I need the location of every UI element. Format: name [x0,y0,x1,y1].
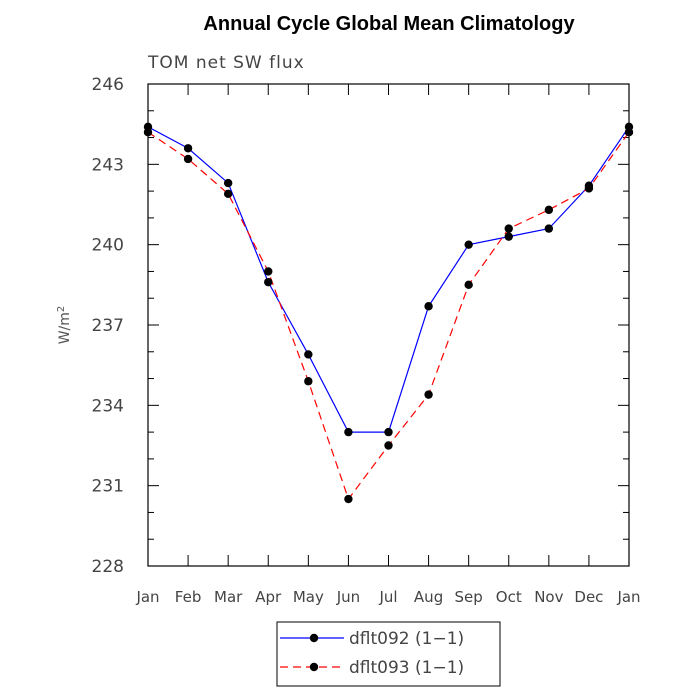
legend-label-2: dflt093 (1−1) [349,658,464,678]
x-tick-label: Jan [616,588,640,606]
data-point-series-1 [304,350,313,359]
y-tick-label: 246 [92,75,124,95]
data-point-series-2 [143,128,153,137]
data-point-series-2 [584,184,594,193]
data-point-series-1 [183,144,193,153]
data-point-series-1 [344,427,353,437]
data-point-series-2 [264,267,273,276]
data-point-series-2 [504,224,513,233]
plot-axes: 228 231 234 237 240 243 246 Jan Feb Mar Apr May Jun J… [92,75,641,606]
legend-label-1: dflt092 (1−1) [349,629,464,649]
y-tick-label: 240 [92,236,124,256]
data-point-series-1 [464,240,473,249]
legend: dflt092 (1−1) dflt093 (1−1) [276,621,501,687]
plot-frame [147,83,630,567]
data-point-series-2 [223,189,233,198]
x-tick-label: Jul [378,588,397,606]
data-point-series-2 [624,128,634,137]
x-tick-label: May [293,588,324,606]
y-tick-label: 234 [92,396,124,416]
data-point-series-2 [183,154,193,164]
x-tick-label: Mar [214,588,243,606]
x-tick-label: Jan [135,588,159,606]
data-point-series-2 [424,390,433,399]
y-tick-label: 228 [92,557,124,577]
chart-subtitle: TOM net SW flux [147,53,305,73]
y-axis-label: W/m2 [56,306,74,345]
series-line-1 [147,126,630,433]
y-tick-label: 237 [92,316,124,336]
data-point-series-1 [384,427,393,437]
data-point-series-1 [504,232,513,241]
y-tick-label: 231 [92,477,124,497]
chart-title: Annual Cycle Global Mean Climatology [203,13,575,35]
x-tick-label: Dec [574,588,603,606]
y-axis-label-superscript: 2 [56,306,67,312]
data-point-series-1 [264,277,273,287]
data-point-series-2 [344,494,353,504]
legend-box [276,621,501,687]
x-tick-label: Aug [414,588,443,606]
x-tick-label: Apr [255,588,282,606]
data-point-series-2 [384,441,393,450]
x-tick-label: Feb [175,588,202,606]
x-tick-label: Nov [534,588,563,606]
data-point-series-1 [424,302,433,311]
legend-marker-2 [309,662,319,672]
x-tick-label: Sep [455,588,483,606]
x-tick-label: Oct [496,588,522,606]
data-point-series-2 [544,205,554,215]
y-axis-label-text: W/m [57,312,73,344]
data-point-series-1 [544,224,554,233]
data-point-series-1 [223,178,233,188]
x-tick-label: Jun [336,588,360,606]
svg-text:W/m2: W/m2 [56,306,74,345]
data-point-series-2 [304,377,313,386]
series-layer [143,122,634,504]
data-point-series-2 [464,280,473,290]
y-tick-label: 243 [92,155,124,175]
legend-marker-1 [309,633,319,643]
